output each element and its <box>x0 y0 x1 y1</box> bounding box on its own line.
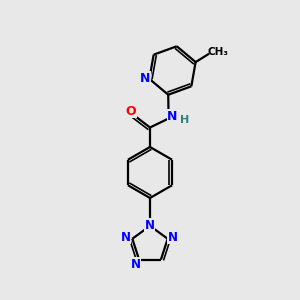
Text: O: O <box>126 105 136 118</box>
Text: N: N <box>130 257 140 271</box>
Text: H: H <box>180 115 189 125</box>
Text: N: N <box>140 72 150 85</box>
Text: N: N <box>144 219 154 232</box>
Text: N: N <box>121 231 131 244</box>
Text: N: N <box>167 110 178 123</box>
Text: N: N <box>168 231 178 244</box>
Text: CH₃: CH₃ <box>207 47 228 57</box>
